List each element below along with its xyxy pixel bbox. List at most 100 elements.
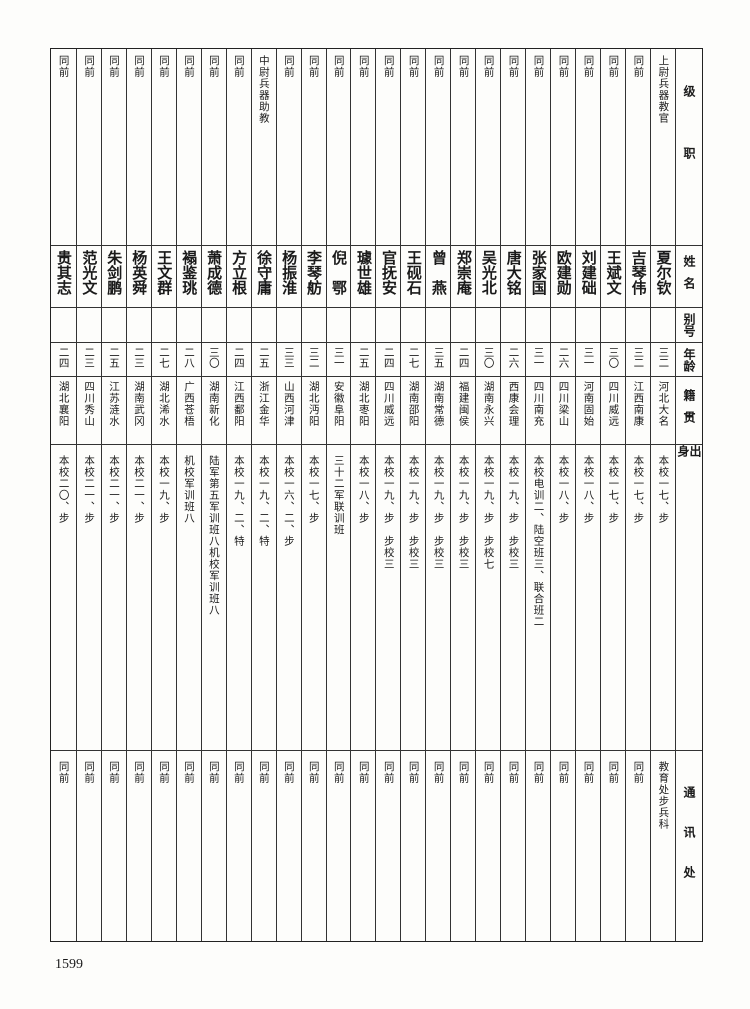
- native-text: 山西河津: [282, 381, 295, 427]
- native-cell: 四川梁山: [551, 377, 576, 445]
- native-cell: 山西河津: [276, 377, 301, 445]
- rank-text: 同前: [108, 55, 121, 78]
- native-cell: 湖北浠水: [151, 377, 176, 445]
- address-text: 同前: [607, 761, 620, 784]
- native-text: 湖南常德: [432, 381, 445, 427]
- alias-cell: [526, 308, 551, 343]
- address-cell: 同前: [227, 751, 251, 941]
- age-cell: 二四: [451, 343, 476, 377]
- rank-cell: 上尉兵器教官: [651, 49, 676, 246]
- rank-text: 同前: [133, 55, 145, 78]
- origin-cell: 机校军训班八: [176, 445, 201, 751]
- age-text: 二五: [357, 347, 370, 368]
- address-text: 同前: [557, 761, 570, 784]
- rank-text: 同前: [307, 55, 320, 78]
- rank-cell: 同前: [451, 49, 476, 246]
- header-age: 年龄: [682, 347, 697, 372]
- name-cell: 夏尔钦: [651, 246, 676, 308]
- rank-cell: 同前: [401, 49, 426, 246]
- age-cell: 二三: [76, 343, 101, 377]
- name-cell: 官抚安: [376, 246, 401, 308]
- native-text: 四川威远: [607, 381, 620, 427]
- age-text: 二五: [108, 347, 121, 368]
- native-text: 湖北枣阳: [357, 381, 370, 427]
- address-text: 同前: [332, 761, 345, 784]
- name-text: 张家国: [529, 250, 548, 295]
- address-cell: 同前: [401, 751, 425, 941]
- name-cell: 倪 鄂: [326, 246, 351, 308]
- name-text: 王斌文: [604, 250, 623, 295]
- rank-cell: 同前: [326, 49, 351, 246]
- age-text: 二八: [182, 347, 195, 368]
- age-cell: 三一: [576, 343, 601, 377]
- origin-cell: 本校一九、步: [151, 445, 176, 751]
- rank-cell: 同前: [126, 49, 151, 246]
- age-cell: 三二: [626, 343, 651, 377]
- header-native: 籍贯: [682, 388, 697, 433]
- origin-cell: 本校一九、步 步校三: [451, 445, 476, 751]
- origin-cell: 本校一九、步 步校三: [501, 445, 526, 751]
- native-text: 湖南新化: [207, 381, 220, 427]
- alias-cell: [176, 308, 201, 343]
- address-text: 同前: [432, 761, 445, 784]
- origin-cell: 本校一六、二、步: [276, 445, 301, 751]
- origin-text: 本校一八、步: [557, 455, 570, 524]
- origin-text: 本校一七、步: [307, 455, 320, 524]
- table-row: 同前 李琴舫 三二 湖北沔阳 本校一七、步 同前: [300, 49, 326, 941]
- rank-text: 同前: [557, 55, 570, 78]
- address-cell: 同前: [252, 751, 276, 941]
- native-cell: 湖南常德: [426, 377, 451, 445]
- origin-text: 本校一九、二、特: [257, 455, 270, 547]
- rank-text: 同前: [632, 55, 645, 78]
- address-cell: 同前: [152, 751, 176, 941]
- origin-text: 本校一九、步 步校三: [432, 455, 445, 570]
- alias-cell: [426, 308, 451, 343]
- native-cell: 湖南武冈: [126, 377, 151, 445]
- address-cell: 同前: [327, 751, 351, 941]
- table-row: 中尉兵器助教 徐守庸 二五 浙江金华 本校一九、二、特 同前: [250, 49, 276, 941]
- name-cell: 徐守庸: [251, 246, 276, 308]
- native-text: 四川秀山: [83, 381, 96, 427]
- age-cell: 二四: [376, 343, 401, 377]
- age-cell: 二五: [101, 343, 126, 377]
- rank-text: 同前: [607, 55, 620, 78]
- native-cell: 湖南新化: [201, 377, 226, 445]
- origin-text: 本校一九、步 步校三: [457, 455, 470, 570]
- native-text: 江西南康: [632, 381, 645, 427]
- origin-text: 本校电训二、陆空班三、联合班二: [532, 455, 545, 628]
- origin-text: 本校一九、二、特: [232, 455, 245, 547]
- name-text: 倪 鄂: [330, 250, 348, 295]
- age-text: 三一: [332, 347, 345, 368]
- origin-text: 本校一七、步: [607, 455, 620, 524]
- name-cell: 朱剑鹏: [101, 246, 126, 308]
- rank-cell: 同前: [526, 49, 551, 246]
- rank-cell: 同前: [151, 49, 176, 246]
- native-text: 西康会理: [507, 381, 520, 427]
- age-text: 二四: [457, 347, 470, 368]
- header-alias: 别号: [682, 313, 697, 337]
- age-cell: 三二: [651, 343, 676, 377]
- name-cell: 李琴舫: [301, 246, 326, 308]
- address-text: 同前: [83, 761, 96, 784]
- alias-cell: [651, 308, 676, 343]
- age-text: 三五: [432, 347, 445, 368]
- address-text: 同前: [257, 761, 270, 784]
- age-text: 二三: [83, 347, 96, 368]
- age-cell: 三一: [326, 343, 351, 377]
- rank-text: 同前: [207, 55, 220, 78]
- name-text: 郑崇庵: [454, 250, 473, 295]
- rank-text: 同前: [582, 55, 595, 78]
- address-text: 同前: [307, 761, 320, 784]
- age-text: 二四: [57, 347, 70, 368]
- address-cell: 同前: [576, 751, 600, 941]
- rank-cell: 同前: [476, 49, 501, 246]
- alias-cell: [201, 308, 226, 343]
- table-row: 同前 方立根 二四 江西鄱阳 本校一九、二、特 同前: [225, 49, 251, 941]
- origin-cell: 本校一八、步: [576, 445, 601, 751]
- age-cell: 二四: [50, 343, 76, 377]
- name-text: 范光文: [80, 250, 99, 295]
- table-row: 同前 萧成德 三〇 湖南新化 陆军第五军训班八机校军训班八 同前: [200, 49, 226, 941]
- origin-text: 本校一九、步 步校三: [382, 455, 395, 570]
- table-row: 同前 褟鉴珧 二八 广西苍梧 机校军训班八 同前: [175, 49, 201, 941]
- name-text: 璩世雄: [354, 250, 373, 295]
